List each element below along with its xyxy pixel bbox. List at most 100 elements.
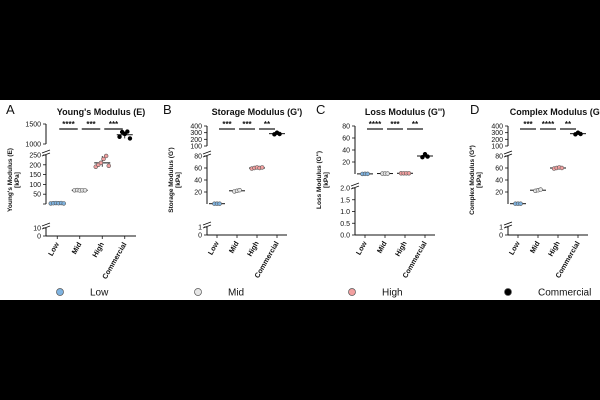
y-tick-label: 100	[29, 182, 41, 189]
y-tick-label: 0	[499, 233, 503, 240]
y-tick-label: 10	[33, 226, 41, 233]
y-tick-label: 60	[495, 166, 503, 173]
y-tick-label: 1	[499, 225, 503, 232]
y-axis-unit: [kPa]	[323, 172, 330, 188]
data-point	[125, 129, 130, 134]
legend-item-high: High	[348, 288, 403, 299]
axis-break-mark	[41, 149, 51, 157]
significance-label: ***	[109, 120, 119, 129]
data-point	[82, 188, 88, 193]
axis-break-mark	[503, 221, 513, 229]
y-tick-label: 100	[190, 144, 202, 151]
chart-svg: A Young's Modulus (E)Young's Modulus (E)[…	[6, 102, 600, 299]
panel-letter: D	[470, 102, 479, 117]
data-point	[217, 201, 222, 206]
axis-break-mark	[202, 150, 212, 158]
y-tick-label: 300	[491, 130, 503, 137]
y-tick-label: 80	[194, 154, 202, 161]
data-point	[518, 201, 523, 206]
x-tick-label: High	[90, 241, 106, 259]
x-tick-label: Mid	[70, 241, 84, 256]
x-tick-label: High	[546, 240, 562, 258]
y-tick-label: 400	[491, 124, 503, 131]
y-axis-label: Storage Modulus (G')	[168, 147, 175, 212]
panel-letter: B	[163, 102, 172, 117]
legend-swatch	[56, 288, 64, 296]
x-tick-label: High	[393, 240, 409, 258]
y-tick-label: 20	[495, 190, 503, 197]
panel-letter: C	[316, 102, 325, 117]
y-tick-label: 150	[29, 172, 41, 179]
significance-label: ****	[369, 120, 382, 129]
chart-title: Young's Modulus (E)	[57, 107, 145, 117]
data-point	[101, 156, 106, 162]
data-point	[406, 171, 412, 176]
y-tick-label: 0.5	[340, 221, 350, 228]
significance-label: ***	[222, 120, 232, 129]
y-tick-label: 400	[190, 124, 202, 131]
legend-label: Mid	[228, 288, 244, 299]
legend-label: High	[382, 288, 403, 299]
y-axis-label: Complex Modulus (G*)	[469, 145, 476, 215]
data-point	[277, 131, 282, 137]
legend-swatch	[348, 288, 356, 296]
y-tick-label: 1	[198, 225, 202, 232]
data-point	[98, 160, 104, 166]
y-tick-label: 40	[495, 178, 503, 185]
significance-label: ***	[86, 120, 96, 129]
significance-label: ***	[390, 120, 400, 129]
y-tick-label: 50	[33, 192, 41, 199]
x-tick-label: High	[245, 240, 261, 258]
y-tick-label: 200	[491, 137, 503, 144]
data-point	[538, 187, 543, 192]
data-point	[385, 171, 390, 176]
y-tick-label: 300	[190, 130, 202, 137]
data-point	[103, 153, 109, 159]
legend-swatch	[504, 288, 512, 296]
y-tick-label: 20	[342, 160, 350, 167]
data-point	[420, 154, 425, 160]
legend-item-commercial: Commercial	[504, 288, 591, 299]
chart-title: Storage Modulus (G')	[212, 107, 303, 117]
legend-item-low: Low	[56, 288, 109, 299]
significance-label: **	[412, 120, 419, 129]
legend-item-mid: Mid	[194, 288, 244, 299]
significance-label: ***	[242, 120, 252, 129]
chart-title: Complex Modulus (G*)	[510, 107, 600, 117]
data-point	[578, 131, 583, 137]
y-tick-label: 80	[342, 124, 350, 131]
y-tick-label: 250	[29, 153, 41, 160]
chart-title: Loss Modulus (G'')	[365, 107, 445, 117]
data-point	[260, 165, 265, 170]
legend-label: Low	[90, 288, 109, 299]
y-tick-label: 40	[342, 148, 350, 155]
y-tick-label: 100	[491, 144, 503, 151]
x-tick-label: Low	[507, 239, 522, 256]
y-tick-label: 0	[37, 234, 41, 241]
y-tick-label: 40	[194, 178, 202, 185]
legend-label: Commercial	[538, 288, 591, 299]
data-point	[559, 165, 565, 171]
y-tick-label: 20	[194, 190, 202, 197]
y-tick-label: 1500	[25, 122, 41, 129]
y-axis-unit: [kPa]	[175, 172, 182, 188]
y-tick-label: 1.0	[340, 209, 350, 216]
y-tick-label: 1.5	[340, 197, 350, 204]
x-tick-label: Mid	[528, 240, 542, 255]
axis-break-mark	[202, 221, 212, 229]
data-point	[425, 154, 430, 159]
y-tick-label: 0	[198, 233, 202, 240]
data-point	[127, 136, 133, 141]
data-point	[365, 171, 370, 177]
y-axis-unit: [kPa]	[14, 172, 21, 188]
y-tick-label: 200	[29, 162, 41, 169]
significance-label: ****	[542, 120, 555, 129]
x-tick-label: Low	[206, 239, 221, 256]
panel-a: A Young's Modulus (E)Young's Modulus (E)[…	[6, 102, 145, 281]
y-tick-label: 0.0	[340, 233, 350, 240]
panel-letter: A	[6, 102, 15, 117]
legend-swatch	[194, 288, 202, 296]
panel-c: C Loss Modulus (G'')Loss Modulus (G'') [kP…	[316, 102, 445, 280]
significance-label: ***	[523, 120, 533, 129]
x-tick-label: Mid	[227, 240, 241, 255]
